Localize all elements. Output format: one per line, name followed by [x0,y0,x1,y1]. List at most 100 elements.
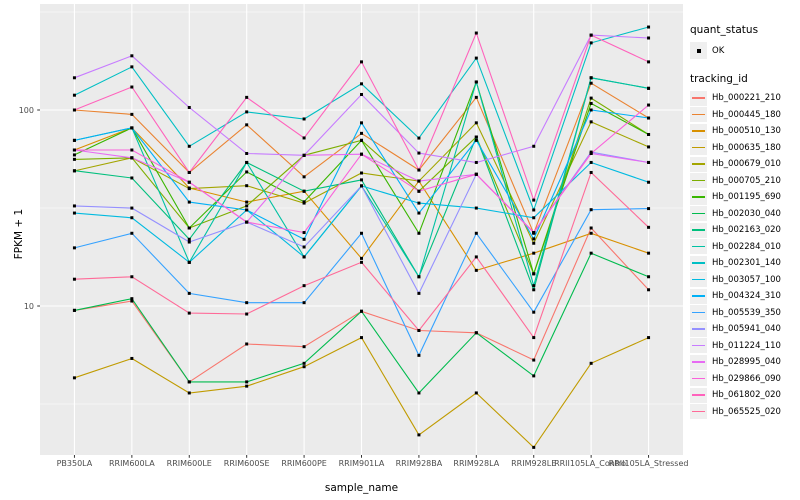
data-point [360,231,363,235]
data-point [72,277,76,281]
data-point [647,145,651,149]
data-point [417,189,421,193]
data-point [647,336,651,340]
data-point [187,237,191,241]
data-point [302,189,306,193]
data-point [245,204,249,208]
legend-quant-status-title: quant_status [690,24,759,36]
data-point [72,157,76,161]
data-point [532,374,536,378]
legend-item-Hb_002030_040: Hb_002030_040 [690,206,800,221]
data-point [72,204,76,208]
data-point [245,312,249,316]
data-point [474,268,478,272]
data-point [72,211,76,215]
data-point [360,138,363,142]
x-tick-label: RRIM928LA [453,459,500,468]
data-point [589,361,593,365]
line-key [692,410,705,412]
line-swatch-icon [690,156,707,172]
x-tick-label: RRII105LA_Control [554,459,629,468]
data-point [474,56,478,60]
data-point [360,121,363,125]
data-point [417,328,421,332]
line-swatch-icon [690,272,707,287]
legend-item-Hb_003057_100: Hb_003057_100 [690,272,800,287]
data-point [589,41,593,45]
data-point [647,36,651,40]
legend-item-label: Hb_002030_040 [712,208,781,219]
x-tick-label: RRIM600LE [166,459,212,468]
data-point [72,169,76,173]
data-point [360,309,363,313]
data-point [474,172,478,176]
data-point [589,231,593,235]
legend-item-Hb_001195_690: Hb_001195_690 [690,189,800,205]
data-point [187,200,191,204]
line-key [692,344,705,346]
data-point [647,60,651,64]
legend-item-label: Hb_000221_210 [712,93,781,103]
data-point [245,301,249,305]
legend-item-Hb_011224_110: Hb_011224_110 [690,338,800,353]
data-point [474,231,478,235]
data-point [302,361,306,365]
data-point [360,178,363,182]
data-point [532,231,536,235]
data-point [532,237,536,241]
data-point [130,275,134,279]
data-point [589,251,593,255]
data-point [417,211,421,215]
data-point [245,160,249,164]
data-point [302,255,306,259]
data-point [130,176,134,180]
ok-point-key [690,42,707,59]
data-point [130,299,134,303]
line-key [692,328,705,330]
data-point [532,288,536,292]
data-point [245,170,249,174]
data-point [72,138,76,142]
data-point [647,86,651,90]
data-point [417,433,421,437]
data-point [302,345,306,349]
data-point [647,180,651,184]
data-point [302,365,306,369]
legend-item-label: Hb_005941_040 [712,324,781,334]
data-point [589,33,593,37]
data-point [589,76,593,80]
data-point [417,168,421,172]
legend-item-label: Hb_061802_020 [712,390,781,400]
data-point [245,220,249,224]
data-point [532,251,536,255]
legend-item-label: Hb_029866_090 [712,373,781,384]
line-swatch-icon [690,239,707,254]
line-swatch-icon [690,123,707,139]
data-point [187,187,191,191]
data-point [187,180,191,184]
legend-item-Hb_000635_180: Hb_000635_180 [690,140,800,155]
data-point [360,92,363,96]
data-point [130,356,134,360]
data-point [245,95,249,99]
data-point [72,308,76,312]
legend: quant_status OK tracking_id Hb_000221_21… [690,24,800,421]
legend-item-Hb_000445_180: Hb_000445_180 [690,107,800,122]
data-point [360,60,363,64]
data-point [474,31,478,35]
data-point [474,160,478,164]
data-point [474,135,478,139]
legend-item-label: Hb_000445_180 [712,109,781,120]
line-key [692,245,705,247]
data-point [187,380,191,384]
data-point [360,260,363,264]
data-point [589,226,593,230]
legend-item-label: Hb_004324_310 [712,291,781,301]
data-point [72,153,76,157]
x-tick-label: RRIM928BA [395,459,443,468]
x-tick-label: RRII105LA_Stressed [608,459,689,468]
legend-item-label: Hb_065525_020 [712,406,781,417]
line-key [692,262,705,264]
line-key [692,295,705,297]
data-point [130,126,134,130]
